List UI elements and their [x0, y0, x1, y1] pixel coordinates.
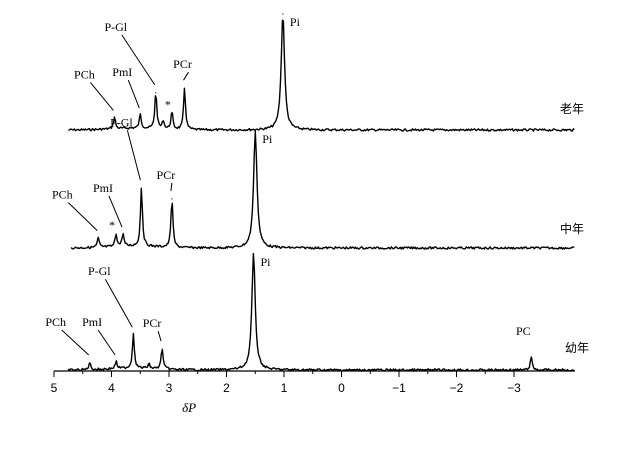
peak-label-pi: Pi — [262, 132, 273, 146]
x-tick-label: 2 — [223, 381, 230, 395]
peak-leader-line — [126, 130, 141, 181]
peak-label-pcr: PCr — [173, 57, 192, 71]
trace-2-peak-3 — [122, 234, 124, 236]
peak-leader-line — [67, 202, 98, 231]
series-tag-2: 中年 — [560, 221, 584, 236]
peak-leader-line — [127, 79, 140, 109]
peak-annotations: PCh PmI P-Gl * PCr Pi PCh * PmI P-Gl PCr Pi PCh PmI P-… — [45, 15, 531, 356]
trace-3-line — [67, 252, 575, 372]
x-tick-label: −1 — [392, 381, 406, 395]
peak-label-p-gl: P-Gl — [110, 115, 133, 129]
series-tag-3: 幼年 — [565, 341, 589, 355]
peak-label-pcr: PCr — [143, 316, 162, 330]
x-axis-label: δP — [182, 400, 196, 415]
x-tick-label: −2 — [450, 381, 464, 395]
trace-3-peak-5 — [161, 348, 163, 350]
peak-leader-line — [90, 82, 114, 111]
trace-2-peak-2 — [115, 234, 117, 236]
peak-label-pi: Pi — [260, 255, 271, 269]
peak-leader-line — [108, 195, 123, 228]
trace-3-peak-1 — [89, 362, 91, 364]
trace-2-line — [70, 130, 575, 250]
peak-label-pmi: PmI — [93, 181, 113, 195]
peak-label-pi: Pi — [290, 15, 301, 29]
trace-2-peak-5 — [171, 198, 173, 200]
trace-3-peak-6 — [252, 253, 255, 255]
trace-3-peak-2 — [115, 362, 117, 364]
peak-leader-line — [61, 329, 90, 356]
x-tick-label: −3 — [507, 381, 521, 395]
series-tag-1: 老年 — [560, 102, 584, 116]
peak-label-asterisk: * — [165, 98, 171, 112]
peak-label-pcr: PCr — [157, 168, 176, 182]
peak-leader-line — [170, 182, 173, 191]
peak-leader-line — [183, 71, 189, 81]
trace-2-peak-6 — [254, 130, 256, 132]
peak-label-p-gl: P-Gl — [88, 264, 111, 278]
trace-1-line — [68, 19, 575, 132]
trace-1-peak-2 — [139, 115, 141, 117]
trace-3-peak-3 — [132, 334, 134, 336]
trace-1-peak-4 — [162, 121, 164, 123]
peak-leader-line — [121, 34, 156, 86]
trace-1-peak-6 — [183, 87, 186, 89]
trace-2-peak-4 — [140, 187, 142, 189]
trace-1-peak-3 — [155, 92, 157, 94]
peak-label-pc: PC — [516, 324, 531, 338]
peak-label-pch: PCh — [45, 315, 66, 329]
trace-2-peak-1 — [97, 238, 99, 240]
peak-leader-line — [157, 330, 162, 342]
peak-leader-line — [97, 329, 116, 356]
trace-3-peak-7 — [530, 356, 532, 358]
trace-1-peak-7 — [282, 13, 284, 15]
x-tick-label: 5 — [51, 381, 58, 395]
peak-leader-line — [104, 278, 133, 328]
x-tick-label: 1 — [281, 381, 288, 395]
trace-1-peak-1 — [113, 117, 115, 119]
x-tick-label: 4 — [108, 381, 115, 395]
peak-label-pmi: PmI — [82, 315, 102, 329]
peak-label-pmi: PmI — [112, 65, 132, 79]
trace-3-peak-4 — [148, 364, 150, 366]
peak-label-p-gl: P-Gl — [104, 20, 127, 34]
x-tick-label: 0 — [338, 381, 345, 395]
peak-label-pch: PCh — [52, 188, 73, 202]
trace-1-peak-5 — [171, 112, 173, 114]
peak-label-pch: PCh — [74, 67, 95, 81]
peak-label-asterisk: * — [109, 218, 115, 232]
x-tick-label: 3 — [166, 381, 173, 395]
x-axis: 5 4 3 2 1 0 −1 −2 −3 δP — [51, 370, 575, 415]
